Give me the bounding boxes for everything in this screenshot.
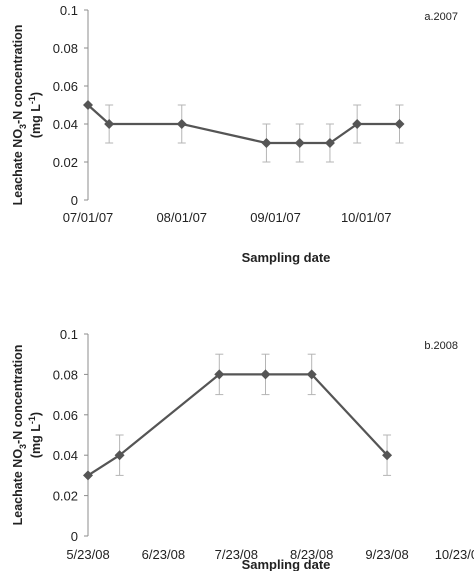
y-label-part: (mg L xyxy=(29,424,43,458)
x-tick-label: 08/01/07 xyxy=(156,210,207,225)
x-tick-label: 5/23/08 xyxy=(66,547,109,562)
y-tick-label: 0.06 xyxy=(53,79,78,94)
x-tick-label: 7/23/08 xyxy=(215,547,258,562)
svg-text:(mg L-1): (mg L-1) xyxy=(27,92,43,138)
y-tick-label: 0.08 xyxy=(53,367,78,382)
y-tick-label: 0.02 xyxy=(53,489,78,504)
data-point-a xyxy=(294,138,305,148)
x-tick-label: 10/01/07 xyxy=(341,210,392,225)
y-label-part: Leachate NO xyxy=(11,449,25,526)
svg-text:(mg L-1): (mg L-1) xyxy=(27,412,43,458)
data-point-b xyxy=(214,369,225,380)
y-label-part: ) xyxy=(29,412,43,416)
y-tick-label: 0.1 xyxy=(60,327,78,342)
series-line xyxy=(87,373,388,477)
y-axis-label: Leachate NO3-N concentration (mg L-1) xyxy=(11,345,43,526)
x-tick-label: 07/01/07 xyxy=(63,210,114,225)
y-label-part: Leachate NO xyxy=(11,129,25,206)
series-line xyxy=(87,104,400,145)
y-label-subscript: 3 xyxy=(18,444,28,449)
panel-label: b.2008 xyxy=(424,340,458,352)
x-axis-label: Sampling date xyxy=(242,250,331,265)
x-tick-label: 09/01/07 xyxy=(250,210,301,225)
y-tick-label: 0 xyxy=(71,529,78,544)
y-label-subscript: 3 xyxy=(18,124,28,129)
y-axis-label: Leachate NO3-N concentration (mg L-1) xyxy=(11,25,43,206)
data-point-b xyxy=(382,450,393,461)
y-tick-label: 0.04 xyxy=(53,117,78,132)
x-tick-label: 10/23/08 xyxy=(435,547,474,562)
data-point-b xyxy=(260,369,271,380)
x-tick-label: 9/23/08 xyxy=(365,547,408,562)
svg-text:Leachate NO3-N concentration: Leachate NO3-N concentration xyxy=(11,345,28,526)
y-tick-label: 0.1 xyxy=(60,3,78,18)
data-point-a xyxy=(104,119,115,129)
y-label-part: (mg L xyxy=(29,104,43,138)
data-point-a xyxy=(83,100,93,110)
y-tick-label: 0.08 xyxy=(53,41,78,56)
data-point-a xyxy=(261,138,272,148)
chart-2008: 0 0.02 0.04 0.06 0.08 0.1 5/23/08 6/23/08 7/23/0… xyxy=(11,327,474,571)
panel-label: a.2007 xyxy=(424,11,458,23)
y-label-part: -N concentration xyxy=(11,345,25,444)
data-point-a xyxy=(352,119,363,129)
y-label-superscript: -1 xyxy=(27,96,37,104)
y-tick-label: 0.06 xyxy=(53,408,78,423)
chart-2007: 0 0.02 0.04 0.06 0.08 0.1 07/01/07 08/01/07 09/0… xyxy=(11,3,458,265)
data-point-b xyxy=(306,369,317,380)
data-point-b xyxy=(83,470,93,481)
x-axis-label: Sampling date xyxy=(242,557,331,571)
y-tick-label: 0 xyxy=(71,193,78,208)
data-point-a xyxy=(176,119,187,129)
y-label-part: ) xyxy=(29,92,43,96)
data-point-a xyxy=(394,119,405,129)
y-tick-label: 0.04 xyxy=(53,448,78,463)
y-tick-label: 0.02 xyxy=(53,155,78,170)
y-label-part: -N concentration xyxy=(11,25,25,124)
data-point-b xyxy=(114,450,125,461)
x-tick-label: 8/23/08 xyxy=(290,547,333,562)
y-label-superscript: -1 xyxy=(27,416,37,424)
data-point-a xyxy=(324,138,335,148)
x-tick-label: 6/23/08 xyxy=(142,547,185,562)
svg-text:Leachate NO3-N concentration: Leachate NO3-N concentration xyxy=(11,25,28,206)
